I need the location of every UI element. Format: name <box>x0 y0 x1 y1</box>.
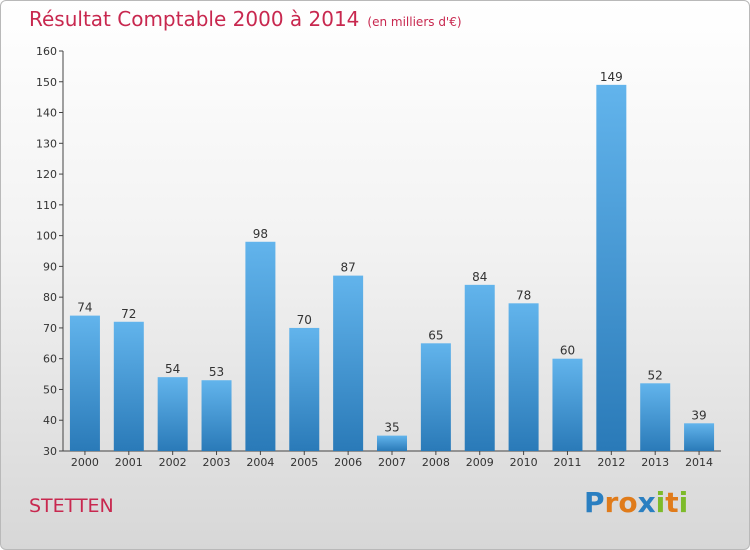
x-tick-label: 2005 <box>290 456 318 469</box>
bar <box>508 303 539 451</box>
x-tick-label: 2009 <box>466 456 494 469</box>
chart-unit-note: (en milliers d'€) <box>367 15 462 29</box>
y-tick-label: 40 <box>43 414 57 427</box>
bar <box>464 284 495 451</box>
bar <box>552 358 583 451</box>
bar-value-label: 74 <box>77 301 92 315</box>
x-tick-label: 2007 <box>378 456 406 469</box>
logo-letter: P <box>584 486 605 519</box>
x-tick-label: 2000 <box>71 456 99 469</box>
bar <box>69 315 100 451</box>
x-tick-label: 2010 <box>510 456 538 469</box>
y-tick-label: 50 <box>43 383 57 396</box>
x-tick-label: 2008 <box>422 456 450 469</box>
bar-value-label: 149 <box>600 70 623 84</box>
bar-value-label: 60 <box>560 344 575 358</box>
x-tick-label: 2011 <box>553 456 581 469</box>
x-tick-label: 2001 <box>115 456 143 469</box>
x-tick-label: 2013 <box>641 456 669 469</box>
bar <box>245 241 276 451</box>
bar <box>684 423 715 451</box>
x-tick-label: 2004 <box>246 456 274 469</box>
y-tick-label: 140 <box>36 107 57 120</box>
proxiti-logo[interactable]: Proxiti <box>584 486 688 519</box>
bar-value-label: 98 <box>253 227 268 241</box>
y-tick-label: 110 <box>36 199 57 212</box>
bar <box>201 380 232 451</box>
x-tick-label: 2006 <box>334 456 362 469</box>
bar <box>420 343 451 451</box>
bar <box>289 327 320 451</box>
bar-value-label: 78 <box>516 288 531 302</box>
chart-labels: 2000 74 2001 72 2002 54 2003 53 2004 98 2005 70 2006… <box>71 70 713 469</box>
y-tick-label: 160 <box>36 45 57 58</box>
y-tick-label: 100 <box>36 230 57 243</box>
y-tick-label: 70 <box>43 322 57 335</box>
bar <box>333 275 364 451</box>
y-tick-label: 30 <box>43 445 57 458</box>
x-tick-label: 2014 <box>685 456 713 469</box>
bar-value-label: 53 <box>209 365 224 379</box>
x-tick-label: 2003 <box>203 456 231 469</box>
bar-value-label: 65 <box>428 328 443 342</box>
x-tick-label: 2002 <box>159 456 187 469</box>
chart-title-text: Résultat Comptable 2000 à 2014 <box>29 7 360 31</box>
bar-value-label: 72 <box>121 307 136 321</box>
logo-letter: i <box>678 486 689 519</box>
logo-letter: x <box>637 486 656 519</box>
chart-title: Résultat Comptable 2000 à 2014 (en millie… <box>29 7 462 31</box>
logo-letter: o <box>618 486 638 519</box>
logo-letter: r <box>604 486 619 519</box>
bar-value-label: 84 <box>472 270 487 284</box>
y-tick-label: 60 <box>43 353 57 366</box>
bar <box>377 435 407 451</box>
bar <box>596 84 627 451</box>
city-name: STETTEN <box>29 495 114 517</box>
y-tick-label: 150 <box>36 76 57 89</box>
logo-letter: t <box>665 486 679 519</box>
y-tick-label: 80 <box>43 291 57 304</box>
bar <box>157 377 188 451</box>
bar-value-label: 39 <box>691 408 706 422</box>
x-tick-label: 2012 <box>597 456 625 469</box>
y-tick-label: 90 <box>43 260 57 273</box>
bar <box>640 383 671 451</box>
bar-value-label: 70 <box>297 313 312 327</box>
bar-value-label: 35 <box>384 421 399 435</box>
bar-value-label: 87 <box>340 261 355 275</box>
bar-value-label: 54 <box>165 362 180 376</box>
bar-value-label: 52 <box>648 368 663 382</box>
y-tick-label: 130 <box>36 137 57 150</box>
y-tick-label: 120 <box>36 168 57 181</box>
logo-letter: i <box>655 486 666 519</box>
chart-bars <box>69 84 715 451</box>
chart-axes: 30 40 50 60 70 80 90 100 110 120 130 140 150 160 <box>36 45 721 458</box>
bar <box>113 321 144 451</box>
